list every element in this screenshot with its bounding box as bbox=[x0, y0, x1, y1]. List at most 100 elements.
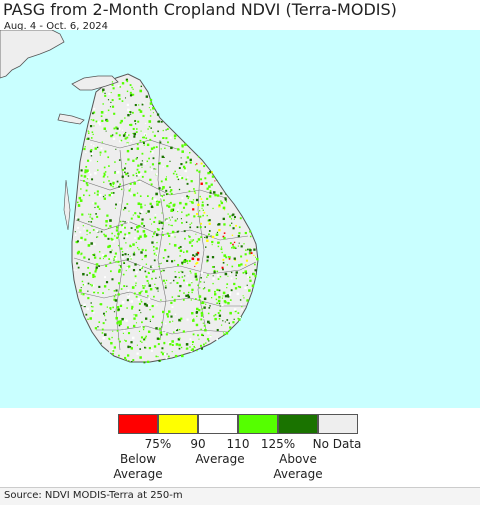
ndvi-pixel bbox=[112, 87, 115, 90]
ndvi-pixel bbox=[117, 320, 120, 323]
ndvi-pixel bbox=[167, 141, 169, 144]
ndvi-pixel bbox=[151, 265, 154, 268]
ndvi-pixel bbox=[145, 137, 148, 140]
ndvi-pixel bbox=[173, 134, 177, 138]
ndvi-pixel bbox=[109, 225, 112, 228]
ndvi-pixel bbox=[165, 129, 167, 131]
ndvi-pixel bbox=[119, 86, 122, 88]
ndvi-pixel bbox=[221, 251, 223, 254]
ndvi-pixel bbox=[170, 315, 173, 318]
ndvi-pixel bbox=[96, 190, 99, 193]
ndvi-pixel bbox=[137, 298, 141, 301]
ndvi-pixel bbox=[249, 249, 252, 252]
ndvi-pixel bbox=[197, 238, 201, 241]
ndvi-pixel bbox=[138, 248, 140, 251]
ndvi-pixel bbox=[102, 195, 105, 198]
ndvi-pixel bbox=[200, 347, 204, 350]
ndvi-pixel bbox=[206, 276, 208, 278]
ndvi-pixel bbox=[115, 132, 118, 135]
ndvi-pixel bbox=[174, 298, 176, 301]
ndvi-pixel bbox=[92, 276, 95, 278]
ndvi-pixel bbox=[254, 256, 256, 258]
ndvi-map bbox=[0, 30, 480, 408]
ndvi-pixel bbox=[192, 319, 195, 322]
ndvi-pixel bbox=[213, 315, 215, 317]
ndvi-pixel bbox=[225, 331, 229, 335]
ndvi-pixel bbox=[183, 279, 185, 282]
ndvi-pixel bbox=[150, 205, 154, 209]
ndvi-pixel bbox=[202, 334, 204, 337]
ndvi-pixel bbox=[96, 236, 98, 238]
ndvi-pixel bbox=[91, 112, 94, 115]
ndvi-pixel bbox=[104, 94, 107, 97]
ndvi-pixel bbox=[185, 343, 189, 346]
ndvi-pixel bbox=[206, 260, 208, 263]
ndvi-pixel bbox=[164, 147, 166, 150]
ndvi-pixel bbox=[107, 176, 109, 178]
ndvi-pixel bbox=[97, 326, 99, 328]
ndvi-pixel bbox=[166, 259, 169, 263]
ndvi-pixel bbox=[179, 249, 183, 252]
ndvi-pixel bbox=[198, 295, 202, 298]
ndvi-pixel bbox=[98, 251, 101, 253]
ndvi-pixel bbox=[228, 256, 231, 259]
ndvi-pixel bbox=[188, 190, 191, 193]
ndvi-pixel bbox=[120, 247, 123, 250]
ndvi-pixel bbox=[135, 172, 137, 175]
ndvi-pixel bbox=[177, 208, 179, 211]
ndvi-pixel bbox=[178, 271, 180, 274]
ndvi-pixel bbox=[129, 182, 132, 185]
ndvi-pixel bbox=[161, 352, 165, 356]
ndvi-pixel bbox=[145, 212, 147, 214]
ndvi-pixel bbox=[177, 295, 179, 297]
ndvi-pixel bbox=[193, 345, 196, 348]
ndvi-pixel bbox=[79, 238, 82, 242]
ndvi-pixel bbox=[188, 235, 191, 238]
ndvi-pixel bbox=[229, 224, 231, 227]
ndvi-pixel bbox=[127, 108, 130, 112]
ndvi-pixel bbox=[155, 192, 158, 196]
ndvi-pixel bbox=[164, 178, 168, 181]
ndvi-pixel bbox=[217, 245, 220, 248]
map-title: PASG from 2-Month Cropland NDVI (Terra-M… bbox=[3, 0, 397, 19]
ndvi-pixel bbox=[115, 229, 119, 232]
ndvi-pixel bbox=[209, 171, 212, 174]
ndvi-pixel bbox=[121, 129, 124, 131]
ndvi-pixel bbox=[145, 254, 147, 257]
ndvi-pixel bbox=[90, 143, 92, 146]
ndvi-pixel bbox=[228, 322, 230, 324]
ndvi-pixel bbox=[187, 262, 189, 264]
ndvi-pixel bbox=[206, 214, 208, 217]
ndvi-pixel bbox=[155, 355, 158, 358]
ndvi-pixel bbox=[93, 107, 96, 110]
ndvi-pixel bbox=[127, 253, 129, 256]
ndvi-pixel bbox=[194, 255, 196, 257]
ndvi-pixel bbox=[208, 230, 211, 232]
ndvi-pixel bbox=[102, 322, 105, 325]
ndvi-pixel bbox=[83, 175, 87, 178]
ndvi-pixel bbox=[134, 279, 137, 281]
ndvi-pixel bbox=[135, 322, 138, 324]
ndvi-pixel bbox=[112, 185, 114, 188]
ndvi-pixel bbox=[120, 266, 122, 268]
ndvi-pixel bbox=[222, 331, 224, 333]
ndvi-pixel bbox=[147, 210, 150, 213]
ndvi-pixel bbox=[217, 278, 220, 280]
ndvi-pixel bbox=[168, 224, 170, 226]
ndvi-pixel bbox=[163, 269, 165, 272]
ndvi-pixel bbox=[172, 209, 175, 212]
ndvi-pixel bbox=[148, 120, 152, 123]
ndvi-pixel bbox=[81, 304, 83, 307]
ndvi-pixel bbox=[231, 214, 234, 217]
ndvi-pixel bbox=[175, 173, 178, 176]
ndvi-pixel bbox=[124, 167, 126, 170]
ndvi-pixel bbox=[79, 231, 82, 234]
ndvi-pixel bbox=[200, 198, 203, 200]
ndvi-pixel bbox=[235, 271, 238, 274]
ndvi-pixel bbox=[168, 341, 171, 344]
ndvi-pixel bbox=[141, 258, 143, 261]
ndvi-pixel bbox=[89, 231, 91, 234]
ndvi-pixel bbox=[151, 277, 153, 280]
ndvi-pixel bbox=[212, 275, 214, 277]
ndvi-pixel bbox=[145, 95, 149, 98]
